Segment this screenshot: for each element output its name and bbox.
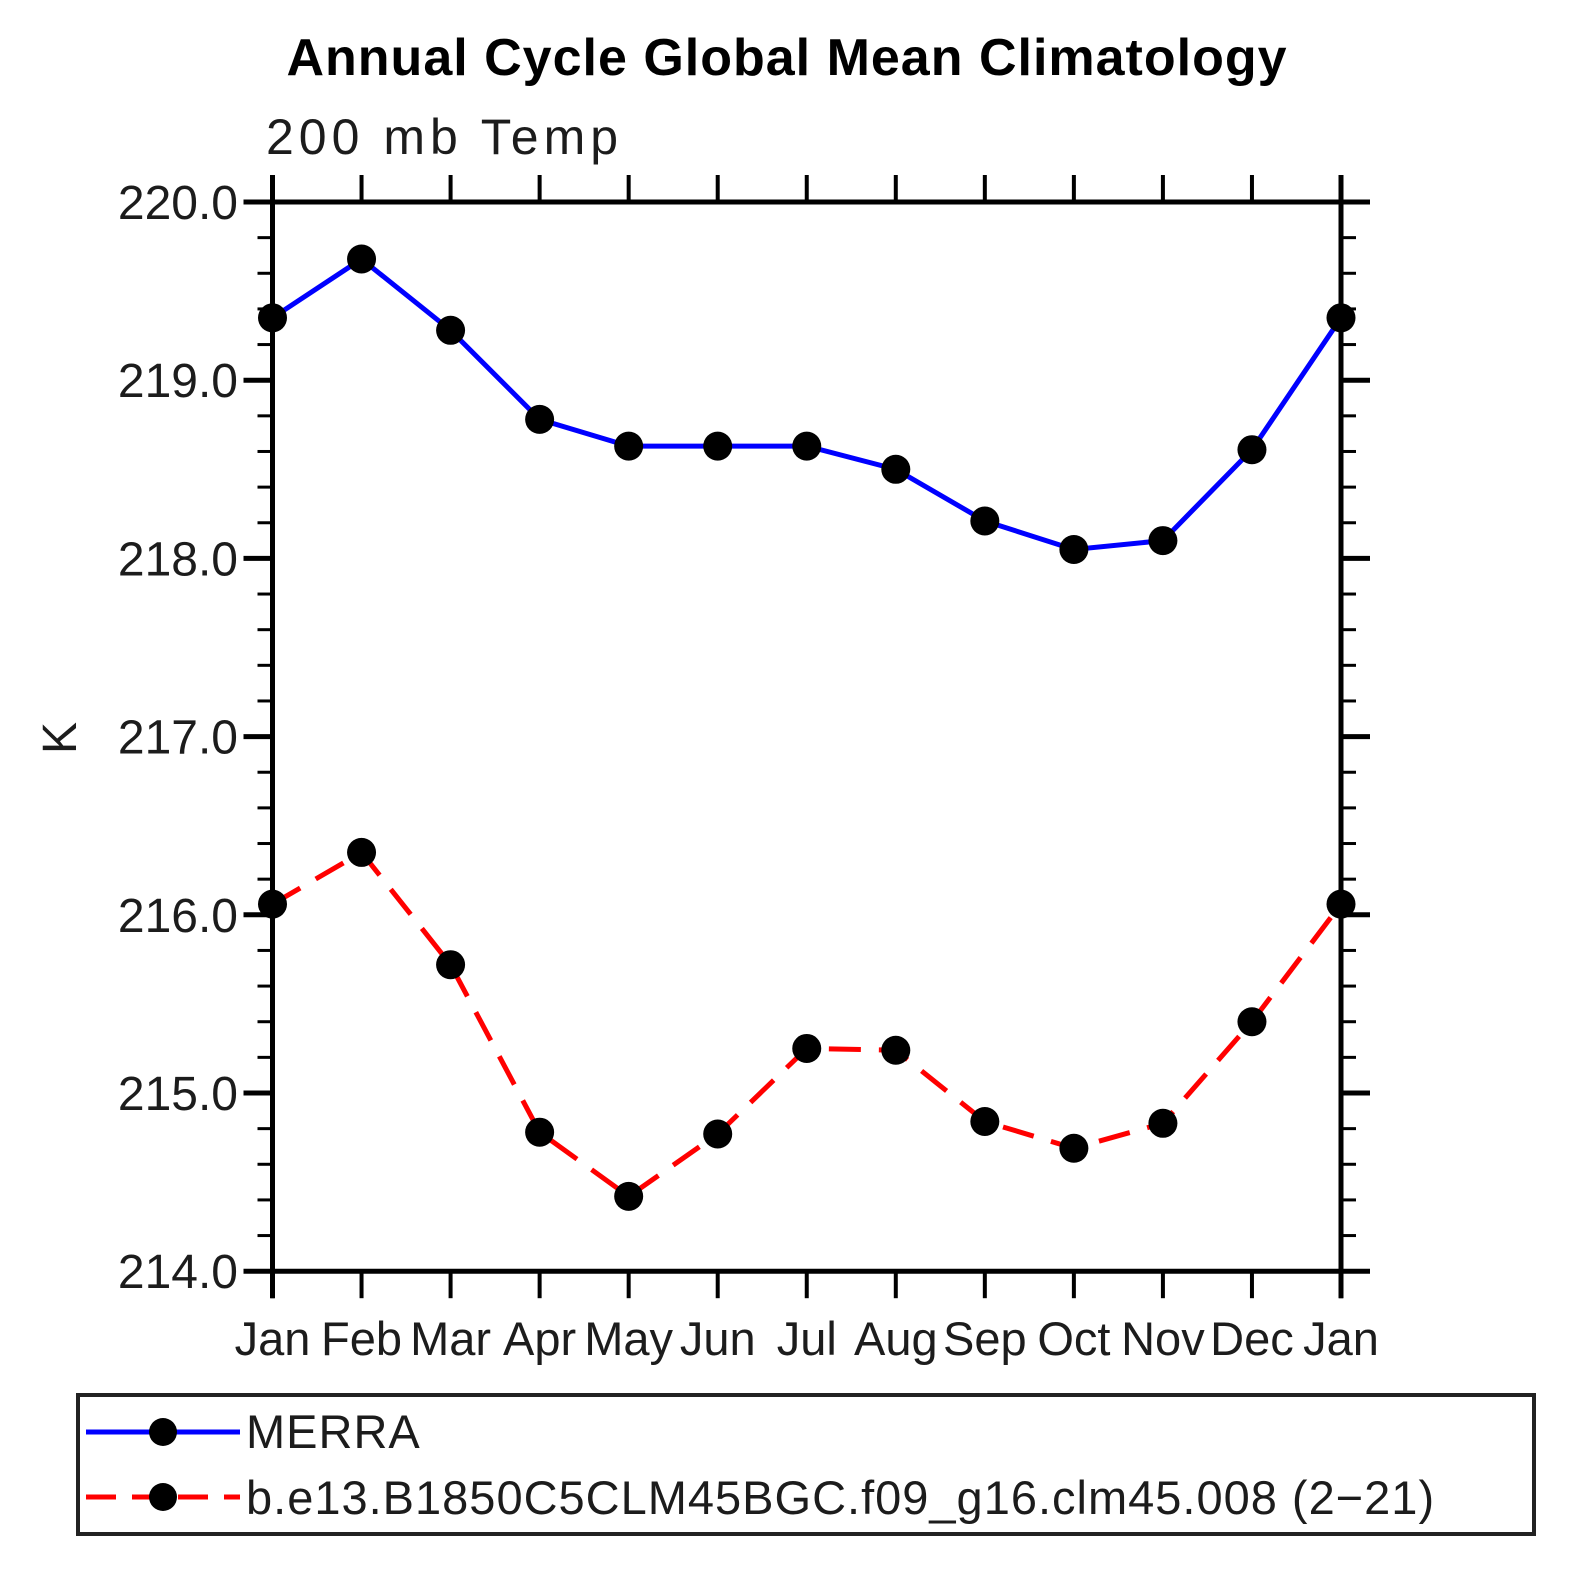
x-tick-label: Jul (777, 1312, 837, 1365)
legend-row-model: b.e13.B1850C5CLM45BGC.f09_g16.clm45.008 … (80, 1466, 1532, 1528)
data-point-marker (614, 1181, 644, 1211)
x-tick-label: Feb (321, 1312, 402, 1365)
data-point-marker (436, 950, 466, 980)
data-point-marker (703, 1119, 733, 1149)
data-point-marker (1059, 534, 1089, 564)
legend-merra-marker-icon (149, 1417, 177, 1446)
data-point-marker (1059, 1133, 1089, 1163)
data-point-marker (1237, 1007, 1267, 1037)
data-point-marker (1148, 1108, 1178, 1138)
legend-label-merra: MERRA (246, 1405, 421, 1459)
y-tick-label: 215.0 (118, 1068, 238, 1121)
data-point-marker (1326, 889, 1356, 919)
y-axis: 220.0 219.0 218.0 217.0 216.0 215.0 214.0 (118, 177, 1370, 1299)
data-point-marker (347, 244, 377, 274)
data-point-marker (1148, 526, 1178, 556)
x-tick-label: Sep (943, 1312, 1027, 1365)
legend-row-merra: MERRA (80, 1401, 1532, 1463)
legend-model-marker-icon (149, 1483, 177, 1512)
chart-subtitle: 200 mb Temp (266, 109, 624, 165)
x-axis: Jan Feb Mar Apr May Jun Jul Aug Sep Oct Nov Dec Jan (235, 175, 1379, 1365)
data-point-marker (881, 1035, 911, 1065)
chart-title: Annual Cycle Global Mean Climatology (286, 29, 1288, 87)
y-tick-label: 219.0 (118, 355, 238, 408)
data-point-marker (792, 1033, 822, 1063)
data-point-marker (614, 431, 644, 461)
data-point-marker (525, 1117, 555, 1147)
x-tick-label: Apr (503, 1312, 576, 1365)
data-point-marker (792, 431, 822, 461)
data-point-marker (1237, 435, 1267, 465)
data-point-marker (258, 303, 287, 333)
x-tick-label: Oct (1037, 1312, 1110, 1365)
y-tick-label: 218.0 (118, 533, 238, 586)
legend-model-swatch (86, 1483, 240, 1512)
legend-merra-swatch (86, 1417, 240, 1446)
y-tick-label: 220.0 (118, 177, 238, 230)
x-tick-label: Jan (1303, 1312, 1379, 1365)
y-tick-label: 216.0 (118, 890, 238, 943)
legend: MERRA b.e13.B1850C5CLM45BGC.f09_g16.clm4… (76, 1393, 1536, 1536)
series-0-line (258, 244, 1356, 564)
x-tick-label: Jan (235, 1312, 311, 1365)
data-point-marker (347, 837, 377, 867)
plot-frame (270, 175, 1344, 1299)
series-1-line (258, 837, 1356, 1211)
y-tick-label: 217.0 (118, 712, 238, 765)
y-tick-label: 214.0 (118, 1246, 238, 1299)
data-point-marker (881, 454, 911, 484)
x-tick-label: May (584, 1312, 673, 1365)
data-point-marker (258, 889, 287, 919)
data-point-marker (970, 506, 1000, 536)
x-tick-label: Nov (1121, 1312, 1205, 1365)
data-point-marker (436, 315, 466, 345)
legend-label-model: b.e13.B1850C5CLM45BGC.f09_g16.clm45.008 … (246, 1470, 1436, 1524)
data-point-marker (1326, 303, 1356, 333)
data-point-marker (703, 431, 733, 461)
data-point-marker (525, 404, 555, 434)
x-tick-label: Mar (410, 1312, 491, 1365)
x-tick-label: Jun (680, 1312, 756, 1365)
x-tick-label: Aug (854, 1312, 938, 1365)
x-tick-label: Dec (1210, 1312, 1294, 1365)
data-point-marker (970, 1107, 1000, 1137)
